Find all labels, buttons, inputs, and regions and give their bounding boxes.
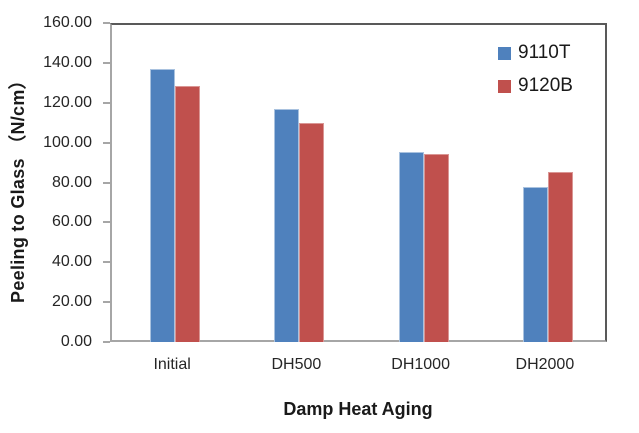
- y-axis-tick-mark: [103, 101, 110, 104]
- legend: 9110T 9120B: [498, 42, 573, 108]
- bar-9110T-DH1000: [398, 151, 424, 342]
- bar-9110T-DH2000: [522, 187, 548, 342]
- x-tick-label-DH500: DH500: [271, 356, 322, 373]
- y-tick-label: 160.00: [43, 14, 92, 31]
- y-axis-tick-mark: [103, 301, 110, 304]
- legend-swatch-icon: [498, 79, 511, 93]
- y-axis-tick-mark: [103, 22, 110, 24]
- y-axis-tick-mark: [103, 61, 110, 64]
- bar-9120B-Initial: [175, 85, 201, 342]
- legend-item-9110T: 9110T: [498, 42, 573, 64]
- y-tick-label: 100.00: [43, 133, 92, 151]
- y-tick-label: 140.00: [43, 53, 92, 71]
- bar-9120B-DH500: [299, 122, 325, 342]
- y-tick-label: 80.00: [51, 173, 92, 191]
- legend-label: 9120B: [518, 75, 573, 96]
- y-axis-tick-mark: [103, 261, 110, 264]
- y-tick-label: 40.00: [51, 253, 92, 271]
- y-axis-tick-mark: [103, 181, 110, 184]
- bar-9120B-DH1000: [423, 153, 449, 342]
- x-tick-label-DH2000: DH2000: [515, 356, 575, 373]
- bar-9120B-DH2000: [547, 171, 573, 342]
- x-tick-label-Initial: Initial: [153, 356, 191, 373]
- x-axis-title: Damp Heat Aging: [283, 399, 433, 419]
- y-axis-tick-mark: [103, 141, 110, 144]
- y-tick-label: 20.00: [51, 293, 92, 311]
- y-tick-label: 0.00: [60, 333, 92, 350]
- legend-label: 9110T: [518, 42, 571, 63]
- legend-item-9120B: 9120B: [498, 75, 573, 97]
- legend-swatch-icon: [498, 46, 511, 60]
- y-tick-label: 120.00: [43, 93, 92, 111]
- x-tick-label-DH1000: DH1000: [391, 356, 450, 373]
- bar-9110T-DH500: [274, 108, 300, 342]
- bar-9110T-Initial: [150, 68, 176, 342]
- y-axis-tick-mark: [103, 221, 110, 224]
- y-tick-label: 60.00: [51, 213, 92, 231]
- y-axis-tick-mark: [103, 341, 110, 343]
